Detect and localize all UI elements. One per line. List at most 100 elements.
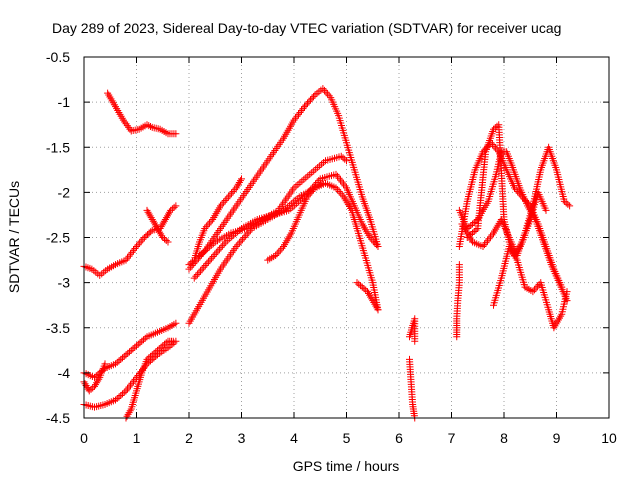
- data-point-arc-2: [134, 241, 142, 249]
- data-point-arc-9: [302, 101, 310, 109]
- data-point-arc-2: [159, 219, 167, 227]
- data-point-arc-11: [369, 237, 377, 245]
- data-point-arc-9: [190, 260, 198, 268]
- x-tick-label: 2: [185, 430, 193, 446]
- data-point-arc-4: [127, 346, 135, 354]
- data-point-arc-5: [92, 381, 100, 389]
- data-point-arc-20: [482, 239, 490, 247]
- data-point-arc-4: [136, 339, 144, 347]
- data-point-arc-18: [514, 187, 522, 195]
- data-point-arc-11: [337, 176, 344, 184]
- data-point-arc-11: [200, 263, 208, 271]
- y-tick-label: -4.5: [46, 410, 70, 426]
- data-point-arc-7: [123, 412, 131, 420]
- data-point-arc-8: [233, 182, 241, 190]
- data-point-arc-14: [357, 282, 364, 290]
- data-point-arc-9: [301, 103, 308, 111]
- data-point-arc-18: [490, 142, 498, 150]
- data-point-arc-6: [122, 387, 130, 395]
- data-point-arc-20: [560, 197, 568, 205]
- data-point-arc-13: [275, 248, 283, 256]
- data-point-arc-7: [162, 339, 170, 347]
- data-point-arc-19: [469, 220, 476, 228]
- data-point-arc-3: [152, 223, 160, 231]
- data-point-arc-12: [341, 155, 349, 163]
- data-point-arc-5: [101, 360, 109, 368]
- data-point-arc-8: [234, 180, 242, 188]
- data-point-arc-2: [131, 244, 139, 252]
- data-point-arc-10: [337, 189, 345, 197]
- data-point-arc-4: [138, 337, 146, 345]
- data-point-arc-2: [160, 217, 168, 225]
- data-point-arc-22: [532, 284, 540, 292]
- data-point-arc-19: [467, 221, 475, 229]
- data-point-arc-6: [120, 388, 128, 396]
- data-point-arc-8: [218, 200, 226, 208]
- data-point-arc-9: [319, 85, 327, 93]
- data-point-arc-10: [243, 230, 251, 238]
- data-point-arc-3: [159, 234, 167, 241]
- chart-title: Day 289 of 2023, Sidereal Day-to-day VTE…: [52, 20, 561, 36]
- x-tick-label: 3: [238, 430, 246, 446]
- data-point-arc-4: [120, 352, 128, 360]
- data-point-arc-9: [191, 258, 199, 266]
- data-point-arc-2: [142, 232, 150, 240]
- data-point-arc-4: [133, 342, 140, 350]
- data-point-arc-7: [125, 409, 133, 417]
- data-point-arc-1: [121, 118, 129, 126]
- data-point-arc-11: [195, 269, 203, 277]
- data-point-arc-8: [221, 196, 229, 204]
- y-tick-label: -2.5: [46, 230, 70, 246]
- data-point-arc-3: [150, 219, 158, 227]
- data-point-arc-1: [145, 122, 153, 130]
- y-axis-label: SDTVAR / TECUs: [6, 181, 22, 293]
- data-point-arc-8: [205, 219, 213, 227]
- data-point-arc-8: [223, 195, 231, 203]
- data-point-arc-10: [246, 226, 254, 234]
- data-point-arc-11: [212, 249, 220, 257]
- data-point-arc-14: [371, 300, 379, 308]
- data-point-arc-13: [308, 187, 316, 195]
- data-point-arc-2: [163, 212, 171, 220]
- data-point-arc-2: [125, 252, 133, 260]
- data-point-arc-14: [372, 302, 380, 310]
- data-point-arc-14: [365, 289, 373, 297]
- data-point-arc-1: [172, 130, 180, 138]
- data-point-arc-4: [134, 340, 142, 348]
- data-point-arc-3: [161, 235, 168, 243]
- data-point-arc-7: [147, 352, 154, 360]
- data-point-arc-8: [228, 189, 236, 197]
- data-point-arc-8: [204, 221, 212, 229]
- data-point-arc-6: [125, 383, 133, 391]
- data-point-arc-6: [124, 385, 131, 393]
- data-point-arc-1: [123, 122, 131, 130]
- y-tick-label: -3: [58, 275, 71, 291]
- data-point-arc-20: [484, 237, 491, 245]
- data-point-arc-4: [124, 349, 132, 357]
- data-point-arc-19: [470, 218, 478, 226]
- data-point-arc-4: [113, 358, 121, 366]
- x-tick-label: 10: [601, 430, 617, 446]
- data-point-arc-4: [119, 354, 126, 362]
- data-point-arc-7: [169, 337, 177, 345]
- data-point-arc-9: [298, 107, 305, 115]
- data-point-arc-9: [296, 108, 304, 116]
- data-point-arc-3: [144, 208, 152, 216]
- data-point-arc-11: [219, 242, 227, 250]
- data-point-arc-17: [455, 261, 463, 269]
- data-point-arc-2: [128, 248, 136, 256]
- data-point-arc-13: [306, 189, 314, 197]
- data-point-arc-11: [192, 272, 200, 280]
- data-point-arc-9: [307, 96, 314, 104]
- x-tick-label: 0: [80, 430, 88, 446]
- data-point-arc-3: [154, 224, 161, 232]
- data-point-arc-12: [339, 154, 347, 162]
- data-point-arc-9: [324, 90, 332, 98]
- data-point-arc-4: [129, 345, 137, 353]
- data-point-arc-9: [310, 93, 317, 101]
- data-point-arc-14: [367, 293, 375, 301]
- data-point-arc-9: [320, 86, 328, 94]
- data-point-arc-14: [358, 283, 366, 291]
- data-point-arc-9: [308, 94, 316, 102]
